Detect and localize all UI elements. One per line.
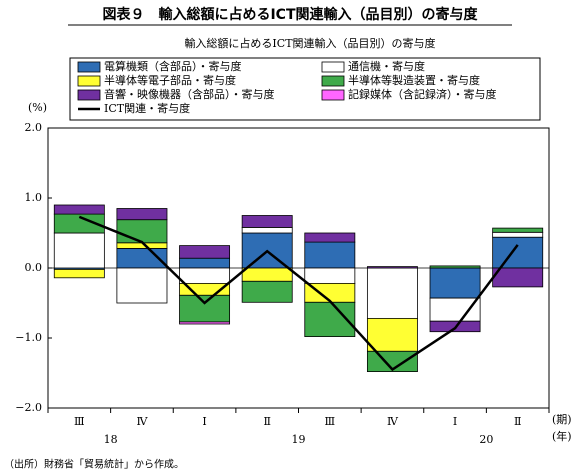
y-axis-label: (%) [28,101,47,114]
bar-segment [429,265,481,269]
bar-segment [179,257,231,269]
x-tick-label: Ⅳ [136,415,148,428]
legend-swatch [77,89,101,101]
legend-swatch [321,89,345,101]
legend-label: 記録媒体（含記録済）・寄与度 [348,87,497,101]
x-tick-label: Ⅱ [514,415,521,428]
y-tick-label: −1.0 [15,331,42,344]
legend-box [69,57,541,121]
year-label: 18 [104,433,118,446]
legend-label: 電算機類（含部品）・寄与度 [104,59,242,73]
bar-segment [179,245,231,259]
x-tick-label: Ⅰ [453,415,457,428]
bar-segment [116,267,168,304]
bar-segment [179,321,231,325]
bar-segment [492,236,544,269]
x-axis-label: (期) [552,413,572,426]
bar-segment [304,267,356,284]
bar-segment [179,267,231,284]
bar-segment [429,267,481,299]
legend-swatch [77,61,101,73]
legend-label: 通信機・寄与度 [348,59,425,73]
plot-frame [47,127,550,409]
bar-segment [116,208,168,221]
year-axis-label: (年) [552,429,572,443]
bar-segment [53,232,105,269]
bar-segment [53,204,105,215]
bar-segment [492,227,544,233]
legend-label: ICT関連・寄与度 [104,101,190,115]
bar-segment [366,266,418,269]
y-tick-label: 1.0 [25,191,43,204]
bar-segment [241,226,293,234]
x-tick-label: Ⅲ [325,415,336,428]
legend-swatch [77,75,101,87]
bar-segment [116,219,168,244]
bar-segment [179,294,231,323]
bar-segment [304,241,356,269]
x-tick-label: Ⅱ [263,415,270,428]
bar-segment [241,215,293,228]
legend-label: 音響・映像機器（含部品）・寄与度 [104,87,275,101]
bar-segment [366,267,418,319]
bar-segment [429,297,481,322]
bar-segment [53,268,105,279]
chart-title: 図表９ 輸入総額に占めるICT関連輸入（品目別）の寄与度 [102,6,478,23]
bar-segment [304,232,356,243]
legend-swatch [321,61,345,73]
x-tick-label: Ⅳ [387,415,399,428]
chart-subtitle: 輸入総額に占めるICT関連輸入（品目別）の寄与度 [184,36,435,50]
bar-segment [492,231,544,238]
source-note: （出所）財務省「貿易統計」から作成。 [4,458,184,471]
legend-label: 半導体等電子部品・寄与度 [104,73,236,87]
legend-label: 半導体等製造装置・寄与度 [348,73,480,87]
x-tick-label: Ⅰ [202,415,206,428]
bar-segment [492,267,544,288]
bar-segment [241,280,293,303]
bar-segment [366,317,418,352]
y-tick-label: 2.0 [25,121,43,134]
y-tick-label: 0.0 [25,261,43,274]
y-tick-label: −2.0 [15,401,42,414]
x-tick-label: Ⅲ [74,415,85,428]
year-label: 19 [292,433,306,446]
bar-segment [241,267,293,282]
year-label: 20 [479,433,493,446]
ict-line [78,215,519,372]
legend-swatch [321,75,345,87]
